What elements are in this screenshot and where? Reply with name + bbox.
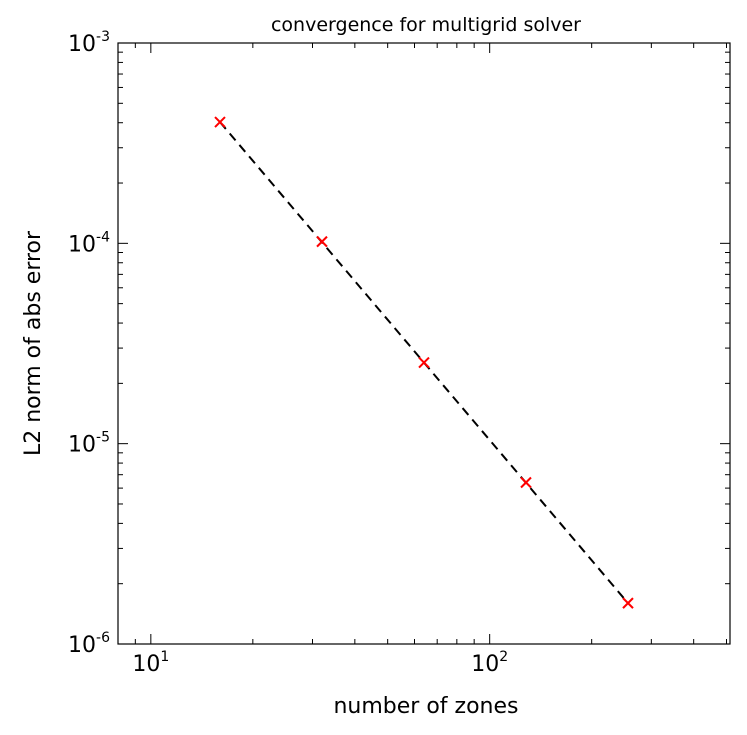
data-point: [622, 597, 634, 609]
data-point: [520, 476, 532, 489]
data-point: [316, 235, 328, 248]
y-tick-label: 10-4: [68, 229, 110, 257]
x-tick-label: 102: [471, 649, 508, 677]
data-markers: [214, 116, 634, 609]
plot-frame: [117, 42, 731, 645]
y-tick-label: 10-6: [68, 630, 110, 658]
y-tick-label: 10-3: [68, 29, 110, 57]
x-tick-labels: 101 102: [132, 649, 508, 677]
y-tick-labels: 10-6 10-5 10-4 10-3: [68, 29, 110, 658]
y-axis-label: L2 norm of abs error: [21, 230, 46, 456]
y-tick-label: 10-5: [68, 430, 110, 458]
chart-title: convergence for multigrid solver: [271, 14, 581, 36]
major-ticks: [118, 42, 730, 645]
minor-ticks: [118, 43, 730, 644]
x-axis-label: number of zones: [333, 694, 518, 719]
x-tick-label: 101: [132, 649, 169, 677]
data-point: [418, 356, 430, 369]
data-point: [214, 116, 226, 128]
